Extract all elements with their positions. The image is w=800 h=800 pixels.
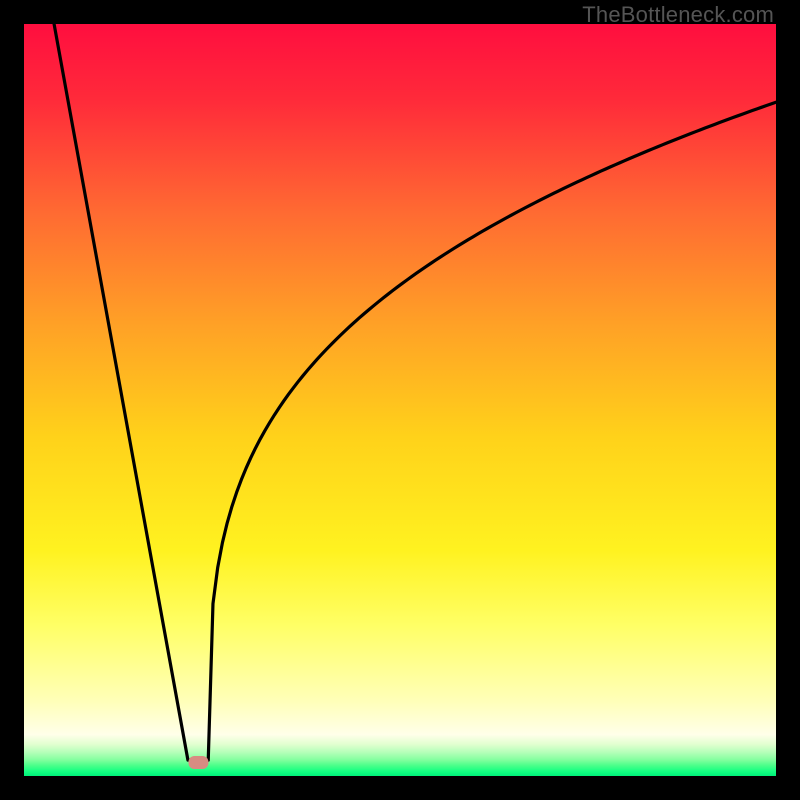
watermark-text: TheBottleneck.com (582, 2, 774, 28)
bottleneck-curve (54, 24, 776, 760)
plot-area (24, 24, 776, 776)
curve-layer (24, 24, 776, 776)
valley-marker (188, 756, 208, 769)
